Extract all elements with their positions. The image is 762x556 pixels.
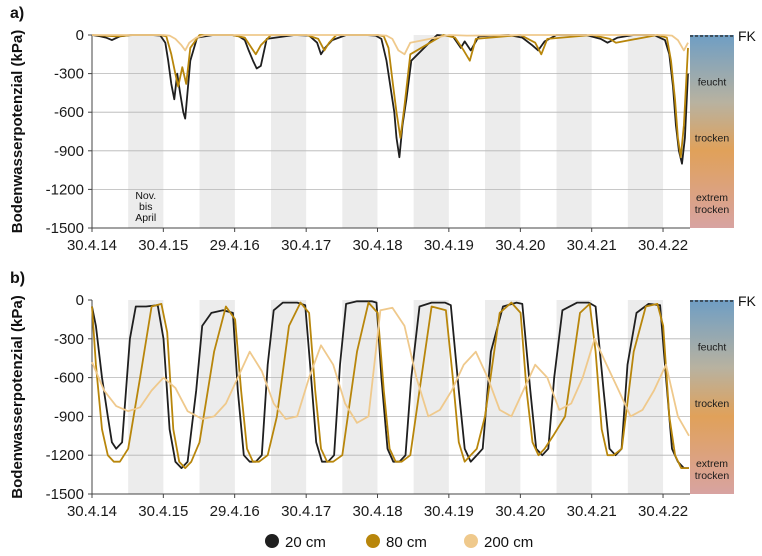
series-line-200-cm <box>91 306 690 437</box>
y-tick-label: -900 <box>54 143 84 160</box>
x-tick-label: 30.4.20 <box>495 237 545 254</box>
winter-band <box>556 35 592 228</box>
fk-label: FK <box>738 28 757 44</box>
scale-label: trocken <box>695 398 730 410</box>
y-tick-label: -1200 <box>46 447 84 464</box>
y-tick-label: -900 <box>54 408 84 425</box>
x-tick-label: 30.4.15 <box>138 237 188 254</box>
series-line-200-cm <box>92 34 689 56</box>
y-tick-label: 0 <box>76 27 84 44</box>
x-tick-label: 29.4.16 <box>210 237 260 254</box>
y-tick-label: -600 <box>54 104 84 121</box>
y-tick-label: -1200 <box>46 181 84 198</box>
moisture-scale-bar <box>690 35 734 228</box>
y-tick-label: -300 <box>54 331 84 348</box>
winter-band <box>342 35 378 228</box>
legend-marker <box>265 534 279 548</box>
y-tick-label: -600 <box>54 370 84 387</box>
fk-label: FK <box>738 293 757 309</box>
x-tick-label: 30.4.18 <box>352 237 402 254</box>
legend: 20 cm 80 cm 200 cm <box>265 534 533 551</box>
series-line-20-cm <box>91 300 689 470</box>
y-tick-label: -1500 <box>46 486 84 503</box>
winter-band <box>342 300 378 494</box>
annotation-line: bis <box>139 201 152 213</box>
panel-label: a) <box>10 5 24 22</box>
winter-band <box>128 300 164 494</box>
winter-band <box>271 35 307 228</box>
x-tick-label: 29.4.16 <box>210 503 260 520</box>
winter-band <box>627 35 664 228</box>
legend-label: 200 cm <box>484 534 533 551</box>
legend-marker <box>366 534 380 548</box>
x-tick-label: 30.4.22 <box>638 237 688 254</box>
x-tick-label: 30.4.14 <box>67 237 117 254</box>
x-tick-label: 30.4.18 <box>352 503 402 520</box>
legend-label: 20 cm <box>285 534 326 551</box>
y-axis-label: Bodenwasserpotenzial (kPa) <box>9 295 26 498</box>
x-tick-label: 30.4.15 <box>138 503 188 520</box>
legend-label: 80 cm <box>386 534 427 551</box>
x-tick-label: 30.4.19 <box>424 503 474 520</box>
x-tick-label: 30.4.21 <box>567 237 617 254</box>
panel-label: b) <box>10 270 25 287</box>
x-tick-label: 30.4.21 <box>567 503 617 520</box>
x-tick-label: 30.4.17 <box>281 503 331 520</box>
series-line-80-cm <box>91 34 689 159</box>
winter-band <box>413 300 449 494</box>
winter-band <box>484 300 521 494</box>
annotation-line: April <box>135 212 156 224</box>
moisture-scale-bar <box>690 300 734 494</box>
y-tick-label: 0 <box>76 292 84 309</box>
winter-band <box>484 35 521 228</box>
scale-label: trocken <box>695 132 730 144</box>
scale-label: feucht <box>698 342 727 354</box>
x-tick-label: 30.4.17 <box>281 237 331 254</box>
scale-label: extrem <box>696 192 728 204</box>
y-tick-label: -1500 <box>46 220 84 237</box>
scale-label: trocken <box>695 204 730 216</box>
series-line-80-cm <box>91 301 689 470</box>
y-axis-label: Bodenwasserpotenzial (kPa) <box>9 30 26 233</box>
scale-label: trocken <box>695 470 730 482</box>
winter-band <box>128 35 164 228</box>
x-tick-label: 30.4.20 <box>495 503 545 520</box>
winter-band <box>413 35 449 228</box>
annotation-line: Nov. <box>135 190 156 202</box>
winter-band <box>199 35 235 228</box>
x-tick-label: 30.4.22 <box>638 503 688 520</box>
scale-label: feucht <box>698 76 727 88</box>
y-tick-label: -300 <box>54 66 84 83</box>
x-tick-label: 30.4.14 <box>67 503 117 520</box>
scale-label: extrem <box>696 458 728 470</box>
legend-marker <box>464 534 478 548</box>
x-tick-label: 30.4.19 <box>424 237 474 254</box>
